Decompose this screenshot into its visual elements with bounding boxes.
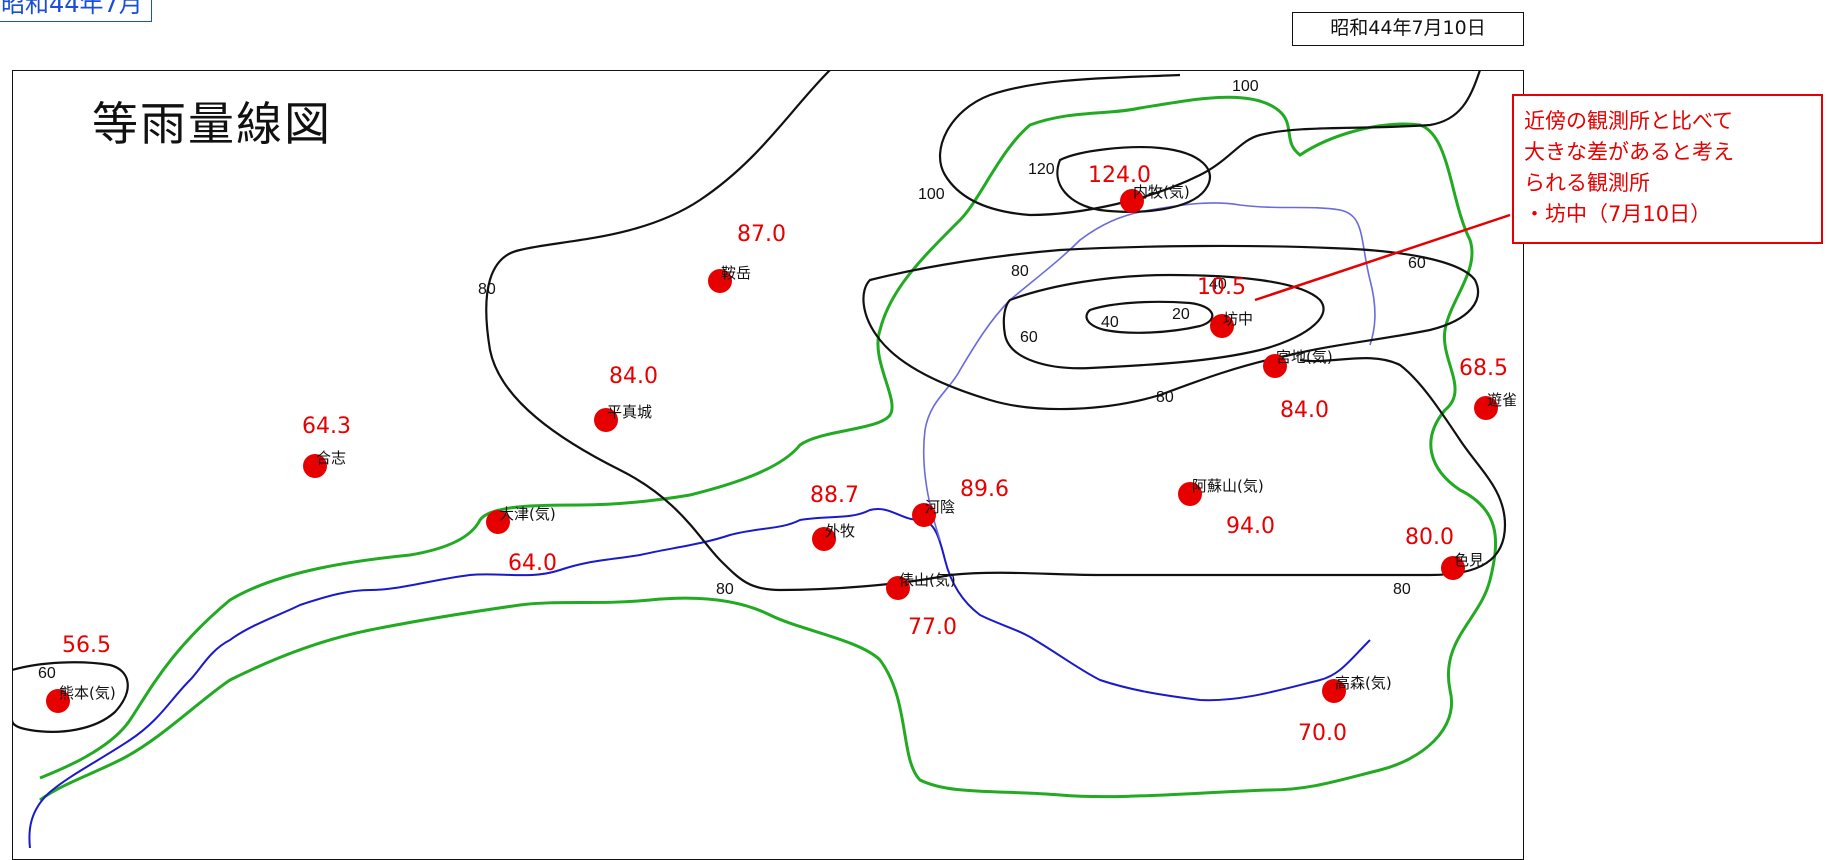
station-marker[interactable] bbox=[486, 510, 510, 534]
isohyet-label: 120 bbox=[1028, 161, 1055, 178]
isohyet-label: 20 bbox=[1172, 306, 1190, 323]
isohyet-label: 80 bbox=[1011, 263, 1029, 280]
station-name: 遊雀 bbox=[1487, 391, 1517, 409]
station-name: 熊本(気) bbox=[59, 684, 116, 702]
station-name: 坊中 bbox=[1223, 310, 1253, 328]
station-value: 70.0 bbox=[1298, 721, 1347, 746]
station-marker[interactable] bbox=[594, 408, 618, 432]
isohyet-label: 80 bbox=[1156, 389, 1174, 406]
station-name: 俵山(気) bbox=[899, 571, 956, 589]
station-value: 10.5 bbox=[1197, 275, 1246, 300]
station-marker[interactable] bbox=[1474, 396, 1498, 420]
isohyet-label: 40 bbox=[1209, 276, 1227, 293]
callout-line: ・坊中（7月10日） bbox=[1524, 202, 1712, 226]
river bbox=[28, 507, 1371, 848]
station-marker[interactable] bbox=[46, 689, 70, 713]
station-value: 87.0 bbox=[737, 222, 786, 247]
station-marker[interactable] bbox=[886, 576, 910, 600]
isohyet-label: 80 bbox=[478, 281, 496, 298]
station-marker[interactable] bbox=[812, 527, 836, 551]
station-name: 鞍岳 bbox=[721, 264, 751, 282]
isohyet-100 bbox=[939, 70, 1482, 217]
station-marker[interactable] bbox=[1441, 556, 1465, 580]
callout-box: 近傍の観測所と比べて 大きな差があると考え られる観測所 ・坊中（7月10日） bbox=[1512, 94, 1823, 244]
callout-line: 近傍の観測所と比べて bbox=[1524, 109, 1734, 133]
station-name: 阿蘇山(気) bbox=[1192, 477, 1264, 495]
isohyet-label: 80 bbox=[1393, 581, 1411, 598]
date-box: 昭和44年7月10日 bbox=[1292, 12, 1524, 46]
station-name: 宮地(気) bbox=[1276, 348, 1333, 366]
callout-line: られる観測所 bbox=[1524, 171, 1650, 195]
station-name: 色見 bbox=[1454, 551, 1484, 569]
station-name: 高森(気) bbox=[1335, 674, 1392, 692]
station-value: 124.0 bbox=[1088, 163, 1151, 188]
isohyet-label: 100 bbox=[1232, 78, 1259, 95]
river-branch bbox=[922, 202, 1376, 541]
station-value: 68.5 bbox=[1459, 356, 1508, 381]
isohyet-40 bbox=[1002, 273, 1325, 370]
corner-date-tag: 昭和44年7月 bbox=[0, 0, 152, 22]
station-value: 89.6 bbox=[960, 477, 1009, 502]
station-name: 河陰 bbox=[925, 498, 955, 516]
isohyet-60 bbox=[862, 244, 1480, 411]
station-value: 88.7 bbox=[810, 483, 859, 508]
map-title: 等雨量線図 bbox=[92, 97, 332, 151]
station-marker[interactable] bbox=[708, 269, 732, 293]
station-name: 平真城 bbox=[607, 403, 652, 421]
callout-line: 大きな差があると考え bbox=[1524, 140, 1734, 164]
station-name: 大津(気) bbox=[499, 505, 556, 523]
station-value: 94.0 bbox=[1226, 514, 1275, 539]
isohyet-label: 80 bbox=[716, 581, 734, 598]
station-marker[interactable] bbox=[1120, 189, 1144, 213]
station-value: 84.0 bbox=[609, 364, 658, 389]
isohyet-20 bbox=[1085, 300, 1214, 334]
station-value: 64.0 bbox=[508, 551, 557, 576]
isohyet-label: 100 bbox=[918, 186, 945, 203]
callout-leader bbox=[1254, 213, 1511, 302]
station-marker[interactable] bbox=[303, 454, 327, 478]
station-value: 77.0 bbox=[908, 615, 957, 640]
station-name: 合志 bbox=[316, 449, 346, 467]
isohyet-120 bbox=[1056, 146, 1212, 213]
station-marker[interactable] bbox=[1322, 679, 1346, 703]
station-marker[interactable] bbox=[1178, 482, 1202, 506]
isohyet-label: 60 bbox=[38, 665, 56, 682]
station-value: 64.3 bbox=[302, 414, 351, 439]
basin-boundary bbox=[39, 95, 1497, 802]
station-name: 内牧(気) bbox=[1133, 183, 1190, 201]
station-value: 56.5 bbox=[62, 633, 111, 658]
station-value: 84.0 bbox=[1280, 398, 1329, 423]
isohyet-label: 60 bbox=[1020, 329, 1038, 346]
station-marker[interactable] bbox=[912, 503, 936, 527]
isohyet-80-west bbox=[485, 70, 1507, 592]
isohyet-label: 60 bbox=[1408, 255, 1426, 272]
isohyet-60-kumamoto bbox=[12, 661, 129, 733]
station-marker[interactable] bbox=[1263, 354, 1287, 378]
station-value: 80.0 bbox=[1405, 525, 1454, 550]
station-name: 外牧 bbox=[825, 522, 855, 540]
isohyet-label: 40 bbox=[1101, 314, 1119, 331]
station-marker[interactable] bbox=[1210, 314, 1234, 338]
